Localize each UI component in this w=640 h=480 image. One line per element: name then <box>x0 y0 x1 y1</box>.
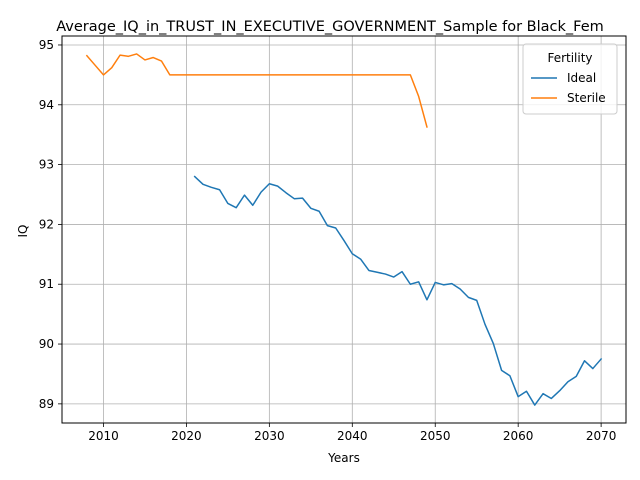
y-tick-label: 93 <box>39 158 54 172</box>
x-axis-label: Years <box>327 451 360 465</box>
plot-frame <box>61 35 627 424</box>
legend-box <box>522 43 618 115</box>
series-layer <box>85 53 603 406</box>
series-line-ideal <box>193 175 603 406</box>
y-axis-label: IQ <box>16 225 30 238</box>
x-tick-label: 2010 <box>88 429 119 443</box>
y-axis: 89 90 91 92 93 94 95 <box>39 38 62 411</box>
y-tick-label: 95 <box>39 38 54 52</box>
x-tick-label: 2050 <box>420 429 451 443</box>
y-tick-label: 90 <box>39 337 54 351</box>
x-tick-label: 2030 <box>254 429 285 443</box>
x-tick-label: 2060 <box>503 429 534 443</box>
x-tick-label: 2020 <box>171 429 202 443</box>
y-tick-label: 91 <box>39 277 54 291</box>
legend: Fertility Ideal Sterile <box>522 43 618 115</box>
x-tick-label: 2040 <box>337 429 368 443</box>
y-tick-label: 94 <box>39 98 54 112</box>
series-line-sterile <box>85 53 428 128</box>
y-tick-label: 89 <box>39 397 54 411</box>
chart-title: Average_IQ_in_TRUST_IN_EXECUTIVE_GOVERNM… <box>56 19 604 35</box>
legend-title: Fertility <box>547 51 592 65</box>
x-axis: 2010 2020 2030 2040 2050 2060 2070 <box>88 423 616 443</box>
legend-label-ideal: Ideal <box>567 71 596 85</box>
x-tick-label: 2070 <box>586 429 617 443</box>
y-tick-label: 92 <box>39 217 54 231</box>
legend-label-sterile: Sterile <box>567 91 606 105</box>
